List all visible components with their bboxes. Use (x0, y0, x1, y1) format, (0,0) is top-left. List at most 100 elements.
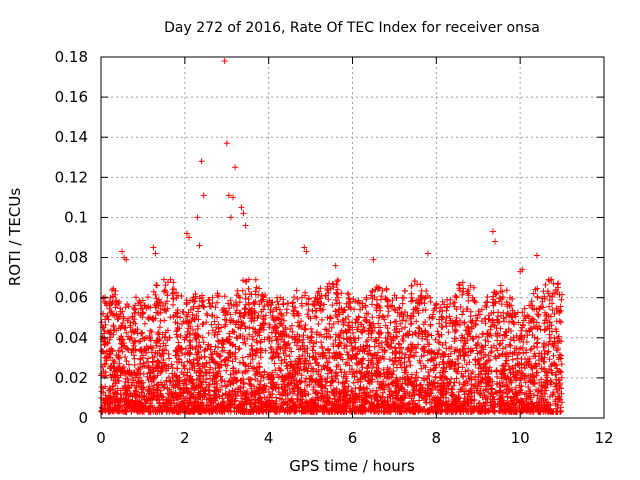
data-point (436, 347, 443, 353)
data-point (469, 369, 476, 375)
data-point (249, 365, 256, 372)
data-point (252, 309, 258, 316)
data-point (346, 395, 353, 402)
data-point (274, 351, 281, 358)
data-point (185, 407, 192, 414)
data-point (171, 286, 177, 293)
data-point (418, 365, 425, 372)
data-point (557, 319, 564, 326)
data-point (471, 383, 478, 389)
data-point (373, 403, 380, 409)
data-point (194, 305, 201, 312)
data-point (468, 348, 475, 355)
data-point (383, 286, 390, 293)
data-point (215, 344, 221, 351)
data-point (508, 328, 514, 334)
data-point (251, 317, 257, 324)
data-point (393, 295, 400, 301)
data-point (460, 405, 467, 412)
data-point (427, 298, 434, 305)
data-point (259, 292, 266, 298)
data-point (301, 360, 307, 367)
data-point (216, 364, 223, 371)
data-point (538, 376, 545, 383)
data-point (125, 384, 132, 391)
data-point (121, 407, 128, 413)
data-point (496, 403, 503, 410)
data-point (487, 399, 494, 406)
data-point (109, 408, 116, 415)
data-point (411, 278, 418, 285)
data-point (479, 330, 486, 337)
data-point (352, 391, 359, 398)
data-point (373, 364, 380, 371)
data-point (115, 364, 122, 371)
data-point (363, 385, 370, 392)
data-point (369, 288, 376, 295)
data-point (236, 384, 243, 391)
data-point (146, 387, 153, 394)
data-point (296, 407, 303, 414)
data-point (454, 356, 461, 363)
data-point (551, 290, 558, 297)
data-point (520, 339, 527, 345)
data-point (256, 384, 263, 391)
data-point (147, 327, 154, 334)
data-point (256, 381, 263, 388)
data-point (281, 383, 288, 390)
data-point (440, 350, 447, 357)
data-point (341, 405, 348, 411)
data-point (296, 356, 303, 363)
data-point (506, 319, 512, 326)
data-point (156, 324, 163, 331)
data-point (286, 353, 293, 360)
data-point (289, 403, 296, 410)
data-point (155, 358, 162, 365)
data-point (451, 303, 458, 310)
data-point (158, 365, 165, 372)
data-point (420, 406, 427, 412)
data-point (211, 318, 218, 325)
data-point (333, 290, 340, 297)
data-point (215, 370, 221, 377)
data-point (379, 381, 385, 388)
data-point (499, 345, 506, 352)
data-point (279, 407, 286, 413)
data-point (423, 288, 430, 294)
data-point (194, 355, 201, 362)
data-point (451, 326, 458, 333)
data-point (179, 321, 185, 328)
data-point (391, 357, 398, 364)
data-point (416, 357, 423, 364)
data-point (160, 340, 167, 347)
data-point (242, 291, 249, 298)
data-point (205, 387, 212, 394)
data-point (432, 403, 439, 410)
data-point (388, 389, 395, 395)
data-point (235, 368, 242, 374)
data-point (393, 318, 400, 325)
data-point (311, 313, 318, 320)
data-point (513, 407, 520, 414)
data-point (366, 380, 373, 387)
data-point (347, 305, 354, 312)
data-point (277, 395, 283, 402)
data-point (206, 370, 213, 377)
data-point (410, 397, 417, 404)
data-point (270, 405, 277, 412)
data-point (421, 329, 428, 336)
data-point (392, 307, 399, 314)
data-point (477, 392, 484, 399)
data-point (226, 392, 233, 398)
data-point (487, 323, 494, 330)
data-point (416, 325, 423, 332)
data-point (279, 392, 286, 399)
data-point (452, 292, 459, 299)
data-point (552, 286, 559, 293)
data-point (245, 276, 252, 283)
data-point (213, 405, 219, 411)
data-point (299, 303, 305, 309)
data-point (526, 328, 533, 335)
data-point (359, 329, 366, 336)
data-point (240, 320, 247, 326)
